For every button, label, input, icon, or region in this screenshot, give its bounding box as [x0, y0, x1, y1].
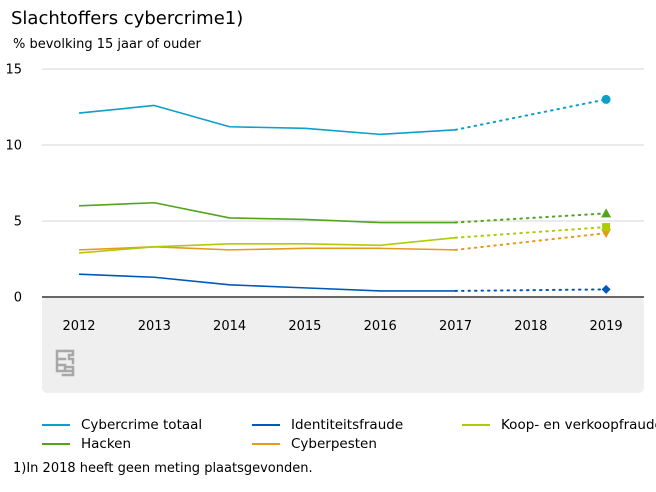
data-point-marker [601, 229, 612, 239]
series-lines [78, 98, 608, 292]
data-point-marker [602, 223, 611, 232]
legend-swatch [462, 424, 490, 426]
legend-swatch [252, 424, 280, 426]
gridlines [42, 68, 644, 222]
x-tick-label: 2019 [590, 319, 623, 334]
series-projection-line [454, 226, 608, 239]
series-line [78, 273, 456, 292]
legend-label: Koop- en verkoopfraude [501, 417, 656, 433]
series-projection-line [454, 98, 608, 131]
x-tick-label: 2012 [62, 319, 95, 334]
legend-item: Cyberpesten [252, 435, 377, 453]
x-axis-band [42, 297, 644, 393]
x-tick-label: 2018 [514, 319, 547, 334]
cbs-logo [55, 349, 75, 377]
data-point-marker [601, 284, 611, 294]
line-chart: 0 5 10 15 2012 2013 2014 2015 2016 2017 2018 2019 [5, 63, 644, 393]
data-point-marker [601, 208, 612, 218]
x-tick-label: 2013 [138, 319, 171, 334]
y-tick-label: 10 [5, 139, 22, 154]
legend-swatch [42, 443, 70, 445]
x-tick-label: 2017 [439, 319, 472, 334]
series-projection-line [454, 232, 608, 251]
x-tick-label: 2016 [364, 319, 397, 334]
y-tick-label: 5 [14, 215, 22, 230]
series-projection-line [454, 288, 608, 292]
legend-swatch [42, 424, 70, 426]
legend-item: Hacken [42, 435, 131, 453]
chart-title: Slachtoffers cybercrime1) [11, 8, 244, 29]
y-axis: 0 5 10 15 [5, 63, 22, 306]
series-line [78, 104, 456, 136]
x-tick-label: 2015 [288, 319, 321, 334]
legend-label: Hacken [81, 436, 132, 452]
x-axis: 2012 2013 2014 2015 2016 2017 2018 2019 [62, 319, 622, 334]
series-markers [601, 94, 612, 294]
chart-subtitle: % bevolking 15 jaar of ouder [13, 37, 201, 52]
legend-swatch [252, 443, 280, 445]
series-line [78, 236, 456, 254]
legend-label: Cybercrime totaal [81, 417, 203, 433]
footnote: 1)In 2018 heeft geen meting plaatsgevond… [13, 461, 313, 476]
legend-label: Cyberpesten [291, 436, 377, 452]
x-tick-label: 2014 [213, 319, 246, 334]
y-tick-label: 15 [5, 63, 22, 78]
legend-item: Cybercrime totaal [42, 416, 202, 434]
data-point-marker [601, 94, 611, 104]
legend-item: Koop- en verkoopfraude [462, 416, 656, 434]
series-projection-line [454, 212, 608, 224]
y-tick-label: 0 [14, 291, 22, 306]
legend-item: Identiteitsfraude [252, 416, 403, 434]
series-line [78, 201, 456, 224]
legend-label: Identiteitsfraude [291, 417, 404, 433]
